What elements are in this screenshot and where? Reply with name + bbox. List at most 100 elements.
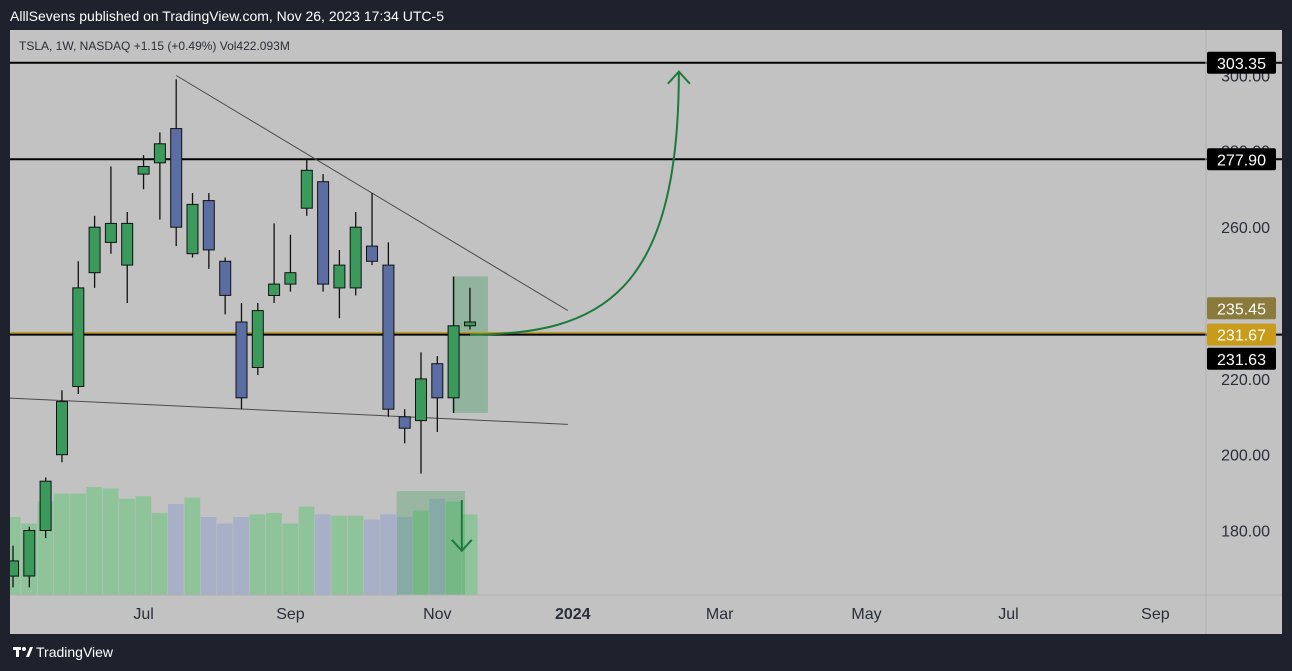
candle-body xyxy=(88,226,101,274)
candle[interactable] xyxy=(317,174,330,292)
candle[interactable] xyxy=(219,257,232,315)
volume-bar xyxy=(217,523,233,595)
time-tick-label: Mar xyxy=(706,606,734,623)
candle[interactable] xyxy=(23,526,36,588)
candle[interactable] xyxy=(235,303,248,410)
volume-bar xyxy=(10,517,21,595)
volume-series xyxy=(10,487,478,595)
volume-bar xyxy=(184,497,201,595)
candle-body xyxy=(235,321,248,399)
candle-series xyxy=(10,79,476,588)
candle[interactable] xyxy=(153,132,166,220)
price-label-background xyxy=(1207,297,1276,320)
candle[interactable] xyxy=(88,215,101,288)
volume-bar xyxy=(396,517,413,595)
candle-body xyxy=(333,264,346,289)
candle[interactable] xyxy=(251,303,264,376)
attribution-text: AlllSevens published on TradingView.com,… xyxy=(10,8,444,24)
price-chart[interactable]: 316.67280.00300.00260.00240.00220.00200.… xyxy=(10,30,1282,634)
footer-brand: TradingView xyxy=(36,644,114,660)
candle-body xyxy=(268,283,281,297)
price-label-badge: 303.35 xyxy=(1207,51,1276,74)
candle[interactable] xyxy=(349,212,362,296)
chart-legend: TSLA, 1W, NASDAQ +1.15 (+0.49%) Vol422.0… xyxy=(19,39,290,53)
candle[interactable] xyxy=(202,193,215,269)
candle[interactable] xyxy=(39,477,52,539)
price-label-badge: 277.90 xyxy=(1207,148,1276,171)
candle[interactable] xyxy=(431,356,444,432)
time-tick-label: Nov xyxy=(423,606,451,623)
candle[interactable] xyxy=(284,234,297,292)
price-label-badge: 231.67 xyxy=(1207,323,1276,346)
candle-body xyxy=(317,181,330,285)
price-label-text: 235.45 xyxy=(1217,301,1266,318)
candle[interactable] xyxy=(382,242,395,417)
candle-body xyxy=(186,203,199,255)
volume-bar xyxy=(363,519,380,595)
price-label-background xyxy=(1207,347,1276,370)
time-tick-label: Jul xyxy=(133,606,153,623)
candle-body xyxy=(464,321,476,327)
candle[interactable] xyxy=(56,390,68,463)
candle[interactable] xyxy=(121,212,134,304)
price-label-badge: 235.45 xyxy=(1207,297,1276,320)
candle-body xyxy=(300,169,313,209)
footer-bar xyxy=(0,634,1292,671)
price-label-background xyxy=(1207,51,1276,74)
candle[interactable] xyxy=(464,287,476,330)
axes: 316.67280.00300.00260.00240.00220.00200.… xyxy=(10,30,1282,634)
price-labels: 303.35 277.90 235.45 231.67 231.63 xyxy=(1207,51,1276,370)
candle[interactable] xyxy=(268,223,281,304)
candle-body xyxy=(104,222,117,243)
price-label-background xyxy=(1207,323,1276,346)
volume-bar xyxy=(347,515,364,595)
candle[interactable] xyxy=(10,545,19,588)
price-label-text: 303.35 xyxy=(1217,56,1266,73)
candle-body xyxy=(202,200,215,251)
plot-background xyxy=(10,30,1206,595)
volume-bar xyxy=(445,501,462,595)
volume-bar xyxy=(119,498,135,595)
candle-body xyxy=(72,287,85,387)
volume-bar xyxy=(331,515,347,595)
trendline xyxy=(10,397,568,425)
attribution-bar: AlllSevens published on TradingView.com,… xyxy=(0,0,1292,30)
candle-body xyxy=(415,378,427,422)
candle-body xyxy=(366,245,378,262)
candle-body xyxy=(153,143,166,164)
volume-bar xyxy=(200,517,217,595)
candle[interactable] xyxy=(366,193,378,266)
candle[interactable] xyxy=(333,249,346,319)
price-tick-label: 200.00 xyxy=(1221,448,1270,465)
volume-bar xyxy=(168,504,184,595)
volume-bar xyxy=(233,517,250,595)
candle-body xyxy=(23,530,36,577)
volume-bar xyxy=(380,514,396,595)
tradingview-logo-icon xyxy=(13,647,33,657)
volume-bar xyxy=(86,487,103,595)
time-tick-label: May xyxy=(851,606,881,623)
volume-bar xyxy=(151,513,168,595)
volume-bar xyxy=(70,493,86,595)
candle-body xyxy=(219,260,232,296)
candle[interactable] xyxy=(72,261,85,395)
candle[interactable] xyxy=(398,409,411,444)
candle[interactable] xyxy=(447,276,460,413)
candle[interactable] xyxy=(300,158,313,216)
volume-bar xyxy=(102,488,119,595)
candle-body xyxy=(398,416,411,429)
candle[interactable] xyxy=(170,79,183,247)
candle[interactable] xyxy=(415,352,427,474)
time-tick-label: Jul xyxy=(998,606,1018,623)
candle-body xyxy=(137,166,150,175)
price-label-text: 277.90 xyxy=(1217,152,1266,169)
candle[interactable] xyxy=(137,155,150,190)
price-label-background xyxy=(1207,148,1276,171)
volume-bar xyxy=(282,523,299,595)
projection-arrow-head xyxy=(667,70,691,85)
candle-body xyxy=(39,480,52,532)
candle[interactable] xyxy=(104,166,117,254)
candle[interactable] xyxy=(186,193,199,258)
candle-body xyxy=(284,272,297,285)
time-tick-label: Sep xyxy=(276,606,305,623)
